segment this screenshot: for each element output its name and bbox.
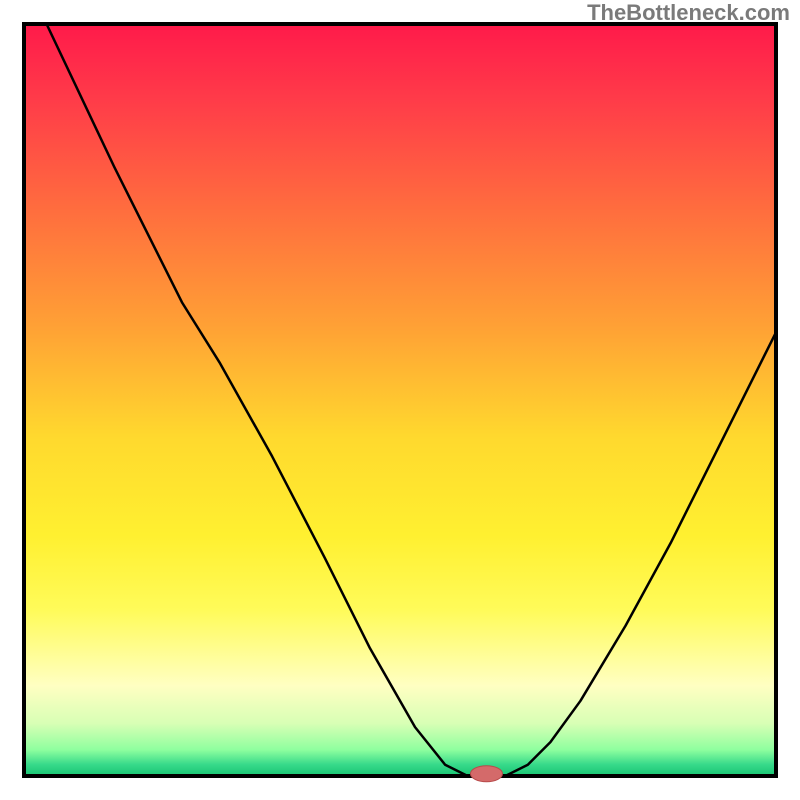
chart-container: TheBottleneck.com	[0, 0, 800, 800]
watermark-text: TheBottleneck.com	[587, 0, 790, 26]
bottleneck-chart	[0, 0, 800, 800]
